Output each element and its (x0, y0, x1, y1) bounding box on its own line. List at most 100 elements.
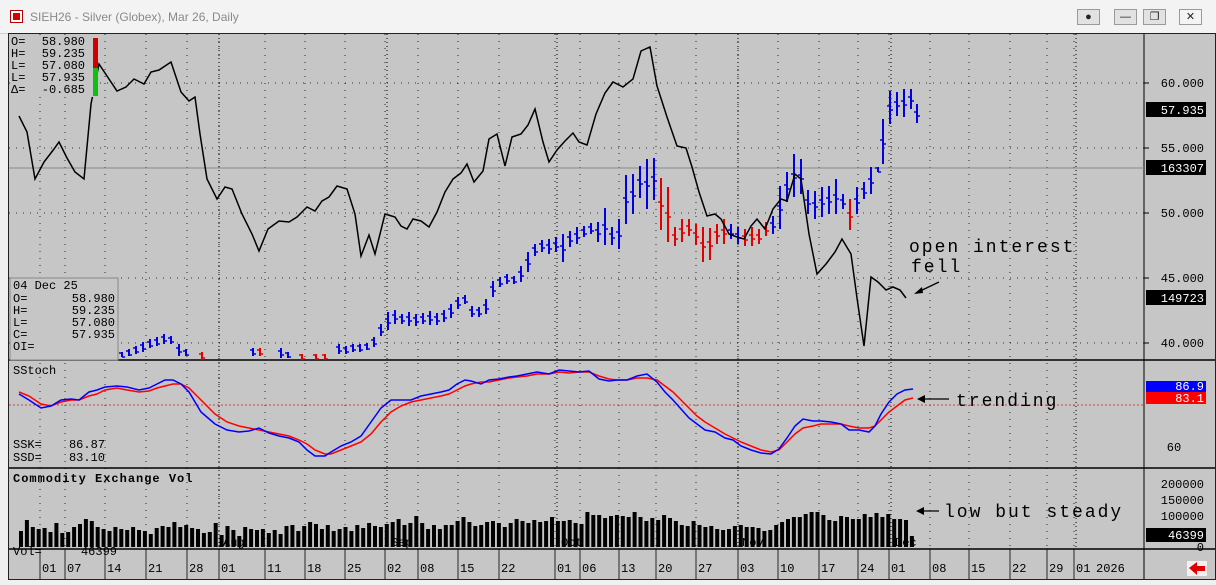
volume-bar (579, 524, 584, 547)
restore-button[interactable]: ❐ (1143, 9, 1166, 25)
volume-bar (774, 525, 779, 547)
volume-bar (904, 520, 908, 547)
volume-bar (337, 529, 342, 547)
volume-bar (95, 527, 100, 547)
stoch-axis-tick: 60 (1167, 441, 1181, 455)
volume-bar (591, 515, 596, 547)
volume-bar (378, 527, 383, 547)
volume-bar (691, 521, 696, 547)
volume-bar (561, 521, 566, 547)
volume-bar (30, 527, 35, 547)
volume-bar (367, 523, 372, 547)
chart-canvas[interactable]: O= 58.980 H= 59.235 L= 57.080 L= 57.935 Δ= -0.685… (9, 34, 1215, 579)
month-label: Dec (895, 536, 917, 550)
ssd-value: 83.10 (69, 451, 105, 465)
volume-bar (750, 527, 755, 547)
volume-title: Commodity Exchange Vol (13, 472, 193, 486)
volume-bar (727, 529, 731, 547)
date-tick-label: 28 (189, 562, 203, 576)
quote-label: Δ= (11, 83, 25, 97)
volume-bar (160, 526, 165, 547)
volume-bar (491, 521, 495, 547)
bar-info-value: 59.235 (72, 304, 115, 318)
ssk-value: 86.87 (69, 438, 105, 452)
date-tick-label: 15 (971, 562, 985, 576)
volume-bar (874, 513, 879, 547)
volume-bar (738, 525, 743, 547)
volume-bar (402, 525, 407, 547)
volume-bar (791, 517, 796, 547)
volume-bar (756, 528, 761, 547)
bar-info-value: 57.935 (72, 328, 115, 342)
volume-bar (768, 530, 773, 547)
volume-bar (437, 529, 442, 547)
volume-label: Vol= (13, 545, 42, 559)
volume-bar (190, 528, 195, 547)
close-button[interactable]: ✕ (1179, 9, 1202, 25)
volume-bar (821, 515, 826, 547)
date-year-label: 2026 (1096, 562, 1125, 576)
bar-info-value: 58.980 (72, 292, 115, 306)
volume-bar (284, 526, 289, 547)
quote-value: 59.235 (42, 47, 85, 61)
bar-info-value: 57.080 (72, 316, 115, 330)
quote-label: O= (11, 35, 25, 49)
month-label: Nov (742, 536, 764, 550)
svg-text:57.935: 57.935 (1161, 104, 1204, 118)
volume-bar (709, 526, 714, 547)
volume-axis-label: 0 (1197, 541, 1204, 555)
svg-text:46399: 46399 (1168, 529, 1204, 543)
quote-value: 58.980 (42, 35, 85, 49)
volume-bar (538, 522, 543, 547)
volume-axis-label: 200000 (1161, 478, 1204, 492)
volume-bar (125, 530, 130, 547)
quote-value: 57.935 (42, 71, 85, 85)
bar-info-label: L= (13, 316, 27, 330)
volume-bar (673, 521, 678, 547)
svg-text:163307: 163307 (1161, 162, 1204, 176)
ssk-line (18, 369, 914, 457)
volume-bar (361, 528, 366, 547)
volume-bar (231, 530, 236, 547)
volume-bar (19, 531, 23, 547)
volume-bar (662, 515, 667, 547)
price-axis-label: 45.000 (1161, 272, 1204, 286)
date-tick-label: 27 (698, 562, 712, 576)
minimize-button[interactable]: — (1114, 9, 1137, 25)
volume-bar (78, 524, 82, 547)
volume-bar (414, 516, 419, 547)
bar-info-box: 04 Dec 25 O= 58.980 H= 59.235 L= 57.080 C= 57.9… (9, 277, 119, 361)
date-tick-label: 15 (460, 562, 474, 576)
open-interest-line (18, 45, 907, 347)
volume-bar (420, 523, 425, 547)
volume-bar (154, 528, 159, 547)
volume-bar (408, 523, 413, 547)
date-tick-label: 08 (420, 562, 434, 576)
volume-bar (48, 532, 53, 547)
volume-bar (343, 527, 348, 547)
volume-bar (325, 525, 330, 547)
volume-bar (166, 527, 171, 547)
last-price-tag: 57.935 (1146, 102, 1206, 118)
date-tick-label: 01 (42, 562, 56, 576)
record-button[interactable]: ● (1077, 9, 1100, 25)
volume-bar (290, 525, 295, 547)
volume-bar (508, 523, 513, 547)
price-axis-label: 50.000 (1161, 207, 1204, 221)
month-label: Sep (391, 536, 413, 550)
scroll-right-icon[interactable] (1187, 561, 1207, 576)
volume-bar (573, 523, 578, 547)
month-label: Aug (223, 536, 245, 550)
volume-bar (886, 514, 891, 547)
date-tick-label: 22 (501, 562, 515, 576)
volume-bar (172, 522, 177, 547)
bar-info-label: C= (13, 328, 27, 342)
volume-bar (296, 531, 301, 547)
price-axis-label: 55.000 (1161, 142, 1204, 156)
arrow-head-icon (917, 395, 925, 403)
volume-bar (302, 526, 307, 547)
volume-bar (514, 519, 519, 547)
date-tick-label: 01 (1076, 562, 1090, 576)
date-tick-label: 01 (891, 562, 905, 576)
volume-bar (83, 519, 88, 547)
